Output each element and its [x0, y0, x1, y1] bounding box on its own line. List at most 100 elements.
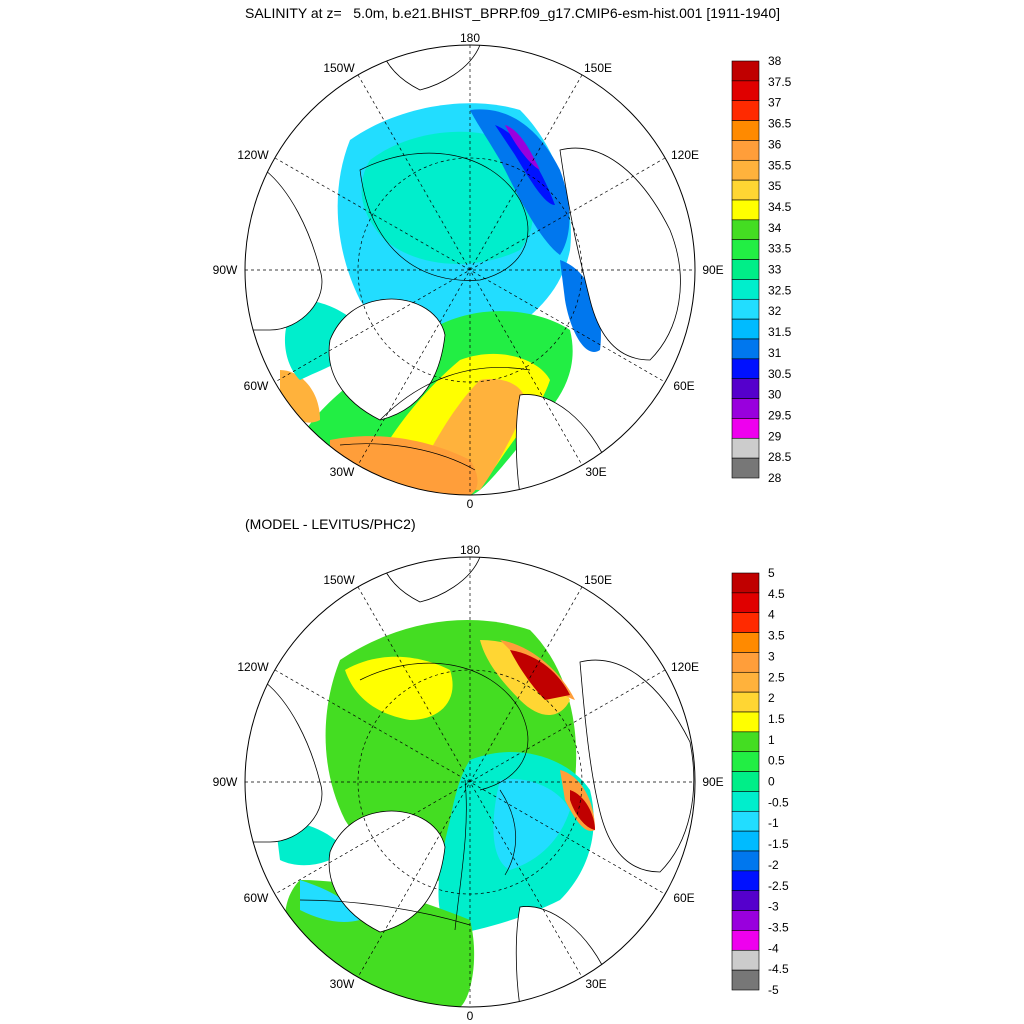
salinity-colorbar-swatch — [731, 140, 760, 161]
salinity-colorbar-label: 29 — [768, 429, 782, 443]
greenland-outline-difference — [328, 810, 446, 933]
lon-label-0: 0 — [467, 497, 474, 511]
difference-polar-map: 180 150E 120E 90E 60E 30E 0 30W 60W 90W … — [213, 543, 724, 1023]
difference-colorbar-label: 4.5 — [768, 587, 785, 601]
salinity-colorbar-swatch — [731, 239, 760, 260]
difference-colorbar-label: 0 — [768, 775, 775, 789]
salinity-colorbar-swatch — [731, 298, 760, 320]
lon-label-150w: 150W — [323, 61, 355, 75]
salinity-colorbar-swatch — [731, 100, 760, 121]
salinity-colorbar-label: 31 — [768, 346, 782, 360]
lon-label-90w: 90W — [213, 263, 238, 277]
map-boundary — [244, 44, 696, 496]
lon-label-30e-b: 30E — [585, 977, 606, 991]
salinity-colorbar-label: 33 — [768, 263, 782, 277]
difference-colorbar-swatch — [731, 850, 760, 872]
salinity-colorbar-label: 36 — [768, 137, 782, 151]
salinity-colorbar-label: 30 — [768, 388, 782, 402]
map-boundary-difference — [244, 556, 696, 1008]
lon-label-150e-b: 150E — [584, 573, 612, 587]
difference-colorbar-swatch — [731, 791, 760, 812]
salinity-colorbar: 38 37.5 37 36.5 36 35.5 35 34.5 34 33.5 33 32.5 32 31… — [731, 54, 792, 485]
difference-colorbar-label: -2.5 — [768, 879, 789, 893]
lon-label-0-b: 0 — [467, 1009, 474, 1023]
salinity-colorbar-swatch — [731, 80, 760, 102]
lon-label-150e: 150E — [584, 61, 612, 75]
difference-colorbar-label: 3.5 — [768, 629, 785, 643]
salinity-colorbar-label: 35 — [768, 179, 782, 193]
salinity-colorbar-label: 33.5 — [768, 242, 792, 256]
salinity-colorbar-label: 32 — [768, 304, 782, 318]
lon-label-90e-b: 90E — [702, 775, 723, 789]
lon-label-150w-b: 150W — [323, 573, 355, 587]
lon-label-90w-b: 90W — [213, 775, 238, 789]
lon-label-30w: 30W — [330, 465, 355, 479]
difference-colorbar-swatch — [731, 612, 760, 633]
salinity-colorbar-label: 28.5 — [768, 450, 792, 464]
salinity-colorbar-swatch — [731, 279, 760, 300]
salinity-colorbar-swatch — [731, 318, 760, 340]
difference-colorbar-swatch — [731, 632, 760, 653]
difference-colorbar-swatch — [731, 870, 760, 892]
salinity-colorbar-label: 29.5 — [768, 408, 792, 422]
lon-label-180: 180 — [460, 31, 480, 45]
difference-colorbar-label: -3.5 — [768, 920, 789, 934]
salinity-colorbar-label: 32.5 — [768, 283, 792, 297]
difference-colorbar-label: -1.5 — [768, 837, 789, 851]
salinity-colorbar-label: 36.5 — [768, 117, 792, 131]
salinity-colorbar-swatch — [731, 338, 760, 360]
difference-colorbar-label: -4.5 — [768, 962, 789, 976]
lon-label-90e: 90E — [702, 263, 723, 277]
salinity-colorbar-label: 35.5 — [768, 158, 792, 172]
lon-label-60e: 60E — [673, 379, 694, 393]
difference-colorbar-label: -3 — [768, 900, 779, 914]
positive-anomaly-region — [510, 650, 570, 700]
difference-colorbar-label: -0.5 — [768, 795, 789, 809]
salinity-colorbar-swatch — [731, 259, 760, 280]
lon-label-120w: 120W — [237, 148, 269, 162]
difference-colorbar-label: -5 — [768, 983, 779, 997]
difference-colorbar-label: 2 — [768, 691, 775, 705]
difference-colorbar-swatch — [731, 771, 760, 792]
lon-label-120e: 120E — [671, 148, 699, 162]
salinity-colorbar-label: 31.5 — [768, 325, 792, 339]
difference-colorbar-swatch — [731, 731, 760, 753]
lon-label-180-b: 180 — [460, 543, 480, 557]
lon-label-60w-b: 60W — [244, 891, 269, 905]
salinity-colorbar-label: 28 — [768, 471, 782, 485]
salinity-colorbar-swatch — [731, 358, 760, 380]
lon-label-60w: 60W — [244, 379, 269, 393]
salinity-colorbar-label: 34 — [768, 221, 782, 235]
difference-colorbar-label: 1 — [768, 733, 775, 747]
salinity-colorbar-swatch — [731, 378, 760, 399]
difference-colorbar-swatch — [731, 810, 760, 832]
salinity-colorbar-swatch — [731, 60, 760, 82]
lon-label-120e-b: 120E — [671, 660, 699, 674]
difference-colorbar-label: 1.5 — [768, 712, 785, 726]
difference-colorbar-label: 0.5 — [768, 754, 785, 768]
difference-colorbar-swatch — [731, 671, 760, 693]
salinity-colorbar-swatch — [731, 398, 760, 419]
lon-label-120w-b: 120W — [237, 660, 269, 674]
salinity-colorbar-swatch — [731, 159, 760, 181]
salinity-colorbar-swatch — [731, 120, 760, 141]
salinity-colorbar-swatch — [731, 199, 760, 221]
difference-colorbar-swatch — [731, 691, 760, 713]
difference-colorbar-swatch — [731, 949, 760, 971]
difference-colorbar-swatch — [731, 572, 760, 594]
salinity-colorbar-label: 30.5 — [768, 367, 792, 381]
difference-colorbar-swatch — [731, 652, 760, 673]
difference-colorbar-swatch — [731, 930, 760, 951]
difference-colorbar-label: 2.5 — [768, 670, 785, 684]
difference-colorbar-swatch — [731, 830, 760, 852]
lon-label-30e: 30E — [585, 465, 606, 479]
difference-colorbar-label: -4 — [768, 941, 779, 955]
difference-colorbar-swatch — [731, 592, 760, 614]
salinity-colorbar-swatch — [731, 418, 760, 439]
salinity-colorbar-label: 37.5 — [768, 75, 792, 89]
main-title: SALINITY at z= 5.0m, b.e21.BHIST_BPRP.f0… — [245, 5, 781, 21]
difference-colorbar-label: 4 — [768, 608, 775, 622]
salinity-colorbar-label: 34.5 — [768, 200, 792, 214]
difference-colorbar: 5 4.5 4 3.5 3 2.5 2 1.5 1 0.5 0 -0.5 -1 -1.5 -2 -2.5 -3 -… — [731, 566, 789, 997]
salinity-colorbar-swatch — [731, 437, 760, 459]
